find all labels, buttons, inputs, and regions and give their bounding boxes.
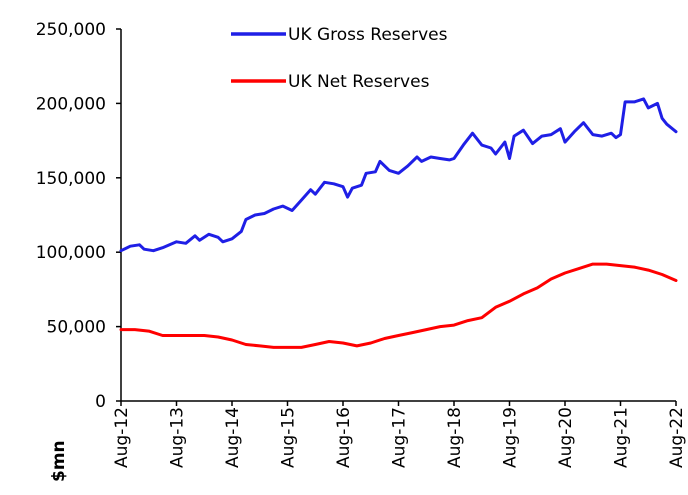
y-tick-label: 100,000 bbox=[36, 243, 106, 263]
y-tick-label: 200,000 bbox=[36, 94, 106, 114]
x-tick-label: Aug-15 bbox=[279, 407, 299, 468]
x-tick-label: Aug-12 bbox=[112, 407, 132, 468]
x-tick-label: Aug-22 bbox=[667, 407, 687, 468]
legend: UK Gross Reserves UK Net Reserves bbox=[231, 25, 448, 92]
x-tick-label: Aug-21 bbox=[612, 407, 632, 468]
x-tick-label: Aug-14 bbox=[223, 407, 243, 468]
x-tick-label: Aug-17 bbox=[390, 407, 410, 468]
y-axis-unit-label: $mn bbox=[49, 440, 69, 482]
series-line-uk-gross-reserves bbox=[119, 97, 678, 253]
legend-label: UK Gross Reserves bbox=[288, 25, 448, 45]
y-tick-label: 0 bbox=[95, 392, 106, 412]
y-tick-label: 250,000 bbox=[36, 20, 106, 40]
x-tick-label: Aug-18 bbox=[445, 407, 465, 468]
series-line-uk-net-reserves bbox=[119, 262, 678, 349]
x-tick-label: Aug-16 bbox=[334, 407, 354, 468]
y-tick-label: 50,000 bbox=[47, 318, 106, 338]
legend-label: UK Net Reserves bbox=[288, 72, 430, 92]
series-layer bbox=[119, 97, 678, 349]
x-tick-label: Aug-13 bbox=[168, 407, 188, 468]
x-tick-label: Aug-20 bbox=[556, 407, 576, 468]
axes: 0 50,000 100,000 150,000 200,000 250,000 Aug-1… bbox=[36, 20, 687, 482]
x-tick-label: Aug-19 bbox=[501, 407, 521, 468]
y-tick-label: 150,000 bbox=[36, 169, 106, 189]
